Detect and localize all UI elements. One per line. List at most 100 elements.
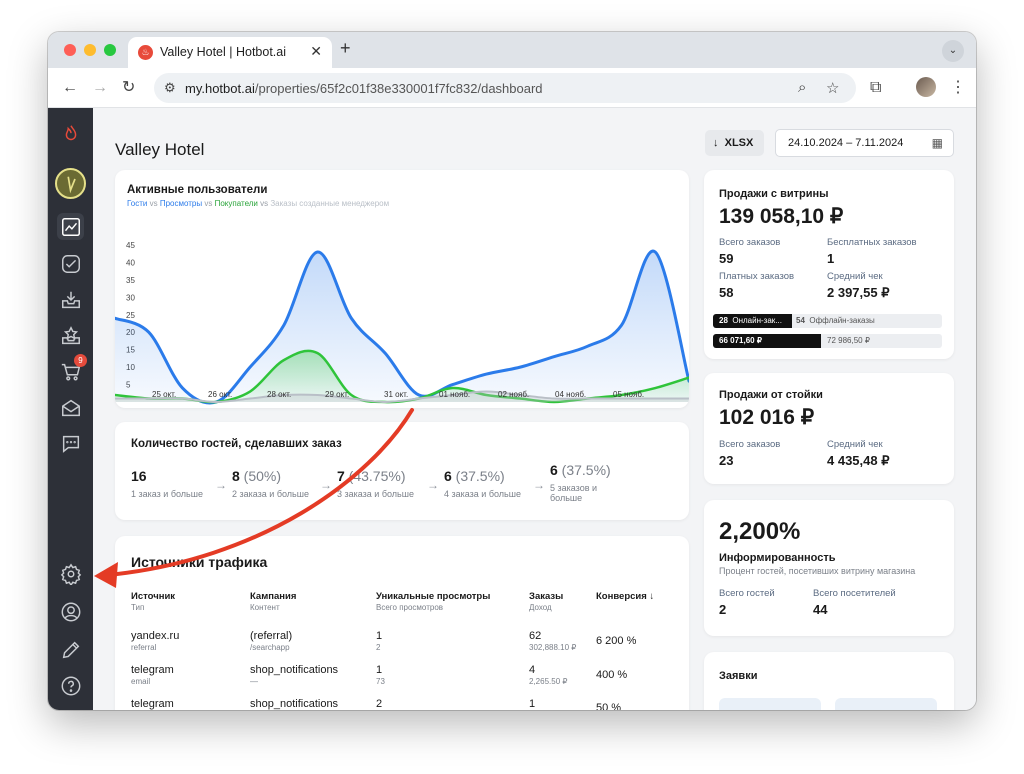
offline-orders-segment[interactable]: 54 Оффлайн-заказы bbox=[796, 316, 875, 325]
arrow-icon: → bbox=[320, 478, 332, 492]
dashboard-main: Valley Hotel ↓ XLSX 24.10.2024 – 7.11.20… bbox=[93, 108, 976, 710]
analytics-icon[interactable] bbox=[57, 213, 84, 240]
awareness-percent: 2,200% bbox=[719, 518, 801, 545]
views-series-area bbox=[115, 251, 689, 404]
awareness-card: 2,200% Информированность Процент гостей,… bbox=[704, 500, 954, 636]
bookmark-star-icon[interactable]: ☆ bbox=[826, 80, 840, 97]
pencil-icon[interactable] bbox=[57, 636, 84, 663]
profile-icon[interactable] bbox=[57, 598, 84, 625]
requests-card: Заявки bbox=[704, 652, 954, 710]
chart-legend: Гости vs Просмотры vs Покупатели vs Зака… bbox=[127, 199, 390, 208]
col-conversion-header[interactable]: Конверсия ↓ bbox=[596, 591, 655, 602]
requests-tile[interactable] bbox=[835, 698, 937, 710]
url-text[interactable]: my.hotbot.ai/properties/65f2c01f38e33000… bbox=[185, 81, 543, 96]
page-title: Valley Hotel bbox=[115, 140, 205, 159]
star-tray-icon[interactable] bbox=[57, 322, 84, 349]
tab-search-icon[interactable]: ⌄ bbox=[942, 40, 964, 62]
col-unique-views-header[interactable]: Уникальные просмотры Всего просмотров bbox=[376, 591, 491, 612]
address-bar[interactable]: ⚙ my.hotbot.ai/properties/65f2c01f38e330… bbox=[154, 73, 856, 103]
buyers-series-area bbox=[115, 350, 689, 403]
chat-icon[interactable] bbox=[57, 430, 84, 457]
x-tick-label: 04 нояб. bbox=[555, 390, 586, 399]
browser-tab[interactable]: ♨ Valley Hotel | Hotbot.ai ✕ bbox=[128, 37, 332, 68]
traffic-title: Источники трафика bbox=[131, 554, 268, 570]
reload-icon[interactable]: ↻ bbox=[122, 79, 136, 96]
new-tab-icon[interactable]: + bbox=[340, 38, 351, 58]
x-tick-label: 01 нояб. bbox=[439, 390, 470, 399]
orders-split-bar[interactable]: 28 Онлайн-зак... 54 Оффлайн-заказы bbox=[713, 314, 942, 328]
legend-buyers[interactable]: Покупатели bbox=[214, 199, 258, 208]
mail-open-icon[interactable] bbox=[57, 394, 84, 421]
awareness-title: Информированность bbox=[719, 552, 836, 564]
paid-orders-value: 58 bbox=[719, 285, 734, 300]
counter-sales-total: 102 016 ₽ bbox=[719, 406, 815, 429]
cart-icon[interactable] bbox=[57, 358, 84, 385]
chart-title: Активные пользователи bbox=[127, 184, 268, 196]
back-icon[interactable]: ← bbox=[62, 79, 78, 96]
counter-avg-check-value: 4 435,48 ₽ bbox=[827, 453, 890, 468]
minimize-window-button[interactable] bbox=[84, 44, 96, 56]
calendar-icon[interactable]: ▦ bbox=[931, 136, 943, 150]
counter-sales-title: Продажи от стойки bbox=[719, 389, 823, 401]
zoom-search-icon[interactable]: ⌕ bbox=[798, 79, 807, 96]
traffic-sources-card: Источники трафика Источник Тип Кампания Ко… bbox=[115, 536, 689, 710]
logo-icon[interactable] bbox=[57, 120, 84, 147]
counter-orders-value: 23 bbox=[719, 453, 734, 468]
legend-views[interactable]: Просмотры bbox=[159, 199, 203, 208]
y-tick-label: 25 bbox=[126, 311, 135, 320]
site-settings-icon[interactable]: ⚙ bbox=[164, 80, 176, 95]
active-users-chart: 4540353025201510525 окт.26 окт.28 окт.29… bbox=[115, 241, 689, 405]
col-campaign-header[interactable]: Кампания Контент bbox=[250, 591, 297, 612]
guests-step-2: 8 (50%) 2 заказа и больше bbox=[232, 468, 309, 499]
requests-tile[interactable] bbox=[719, 698, 821, 710]
date-range-text: 24.10.2024 – 7.11.2024 bbox=[788, 137, 904, 149]
x-tick-label: 25 окт. bbox=[152, 390, 176, 399]
col-source-header[interactable]: Источник Тип bbox=[131, 591, 176, 612]
browser-toolbar: ← → ↻ ⚙ my.hotbot.ai/properties/65f2c01f… bbox=[48, 68, 976, 108]
favicon-icon: ♨ bbox=[138, 45, 153, 60]
guests-step-4: 6 (37.5%) 4 заказа и больше bbox=[444, 468, 521, 499]
legend-guests[interactable]: Гости bbox=[127, 199, 148, 208]
help-icon[interactable] bbox=[57, 672, 84, 699]
export-xlsx-button[interactable]: ↓ XLSX bbox=[705, 130, 764, 156]
free-orders-value: 1 bbox=[827, 251, 835, 266]
x-tick-label: 26 окт. bbox=[208, 390, 232, 399]
arrow-icon: → bbox=[427, 478, 439, 492]
extensions-icon[interactable]: ⧉ bbox=[870, 79, 882, 96]
browser-menu-icon[interactable]: ⋮ bbox=[950, 79, 966, 96]
forward-icon[interactable]: → bbox=[92, 79, 108, 96]
legend-manager-orders[interactable]: Заказы созданные менеджером bbox=[270, 199, 390, 208]
y-tick-label: 40 bbox=[126, 258, 135, 267]
guests-series-line[interactable] bbox=[115, 390, 689, 404]
app-sidebar: 9 bbox=[48, 108, 93, 710]
x-tick-label: 28 окт. bbox=[267, 390, 291, 399]
online-orders-segment[interactable]: 28 Онлайн-зак... bbox=[713, 314, 792, 328]
requests-title: Заявки bbox=[719, 670, 758, 682]
x-tick-label: 05 нояб. bbox=[613, 390, 644, 399]
revenue-split-bar[interactable]: 66 071,60 ₽ 72 986,50 ₽ bbox=[713, 334, 942, 348]
x-tick-label: 02 нояб. bbox=[498, 390, 529, 399]
settings-icon[interactable] bbox=[57, 560, 84, 587]
zoom-window-button[interactable] bbox=[104, 44, 116, 56]
guests-step-1: 16 1 заказ и больше bbox=[131, 468, 203, 499]
total-visitors-value: 44 bbox=[813, 602, 828, 617]
property-avatar[interactable] bbox=[55, 168, 86, 199]
arrow-icon: → bbox=[533, 478, 545, 492]
col-orders-header[interactable]: Заказы Доход bbox=[529, 591, 564, 612]
guests-orders-title: Количество гостей, сделавших заказ bbox=[131, 438, 342, 450]
inbox-download-icon[interactable] bbox=[57, 286, 84, 313]
offline-revenue-segment[interactable]: 72 986,50 ₽ bbox=[827, 336, 870, 345]
tab-close-icon[interactable]: ✕ bbox=[310, 43, 322, 59]
total-guests-value: 2 bbox=[719, 602, 727, 617]
date-range-picker[interactable]: 24.10.2024 – 7.11.2024 ▦ bbox=[775, 129, 954, 157]
check-icon[interactable] bbox=[57, 250, 84, 277]
close-window-button[interactable] bbox=[64, 44, 76, 56]
counter-sales-card: Продажи от стойки 102 016 ₽ Всего заказо… bbox=[704, 373, 954, 484]
showcase-sales-card: Продажи с витрины 139 058,10 ₽ Всего зак… bbox=[704, 170, 954, 359]
online-revenue-segment[interactable]: 66 071,60 ₽ bbox=[713, 334, 821, 348]
profile-avatar[interactable] bbox=[916, 77, 936, 97]
guests-series-area bbox=[115, 391, 689, 402]
awareness-description: Процент гостей, посетивших витрину магаз… bbox=[719, 566, 916, 576]
guests-step-5: 6 (37.5%) 5 заказов и больше bbox=[550, 462, 611, 503]
browser-window: ♨ Valley Hotel | Hotbot.ai ✕ + ⌄ ← → ↻ ⚙… bbox=[48, 32, 976, 710]
